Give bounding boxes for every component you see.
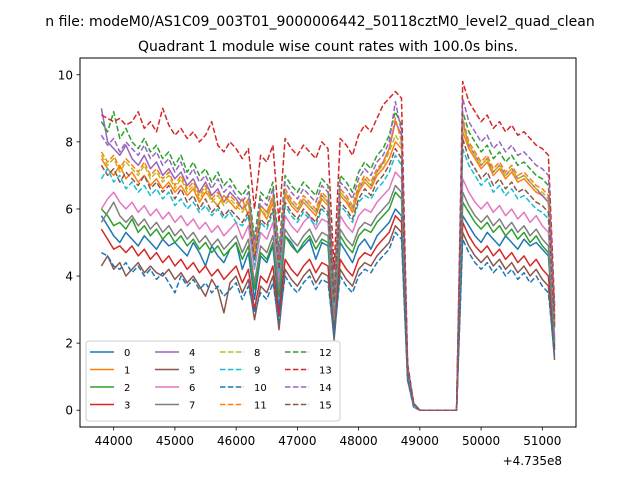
- figure-suptitle: n file: modeM0/AS1C09_003T01_9000006442_…: [45, 14, 594, 30]
- x-offset-label: +4.735e8: [503, 454, 562, 468]
- x-tick-label: 47000: [278, 434, 316, 448]
- legend-label-8: 8: [254, 348, 260, 359]
- y-axis: 0 2 4 6 8 10: [58, 68, 80, 418]
- x-tick-label: 45000: [156, 434, 194, 448]
- series-line-14: [100, 97, 556, 411]
- legend-box: [85, 340, 341, 422]
- y-tick-label: 4: [65, 270, 73, 284]
- y-tick-label: 10: [58, 68, 73, 82]
- legend-label-5: 5: [189, 366, 195, 377]
- series-line-15: [100, 137, 556, 411]
- chart-title: Quadrant 1 module wise count rates with …: [138, 39, 518, 55]
- series-line-10: [101, 231, 556, 411]
- series-line-8: [100, 124, 556, 411]
- legend-label-2: 2: [124, 383, 130, 394]
- x-tick-label: 50000: [462, 434, 500, 448]
- legend-label-1: 1: [124, 366, 130, 377]
- legend-label-15: 15: [319, 401, 332, 412]
- series-line-13: [101, 80, 556, 411]
- legend-label-10: 10: [254, 383, 267, 394]
- x-tick-label: 46000: [217, 434, 255, 448]
- plot-frame: [79, 57, 577, 428]
- x-tick-label: 49000: [401, 434, 439, 448]
- y-tick-label: 0: [65, 404, 73, 418]
- legend-label-4: 4: [189, 348, 195, 359]
- x-tick-label: 48000: [340, 434, 378, 448]
- legend-label-9: 9: [254, 366, 260, 377]
- series-line-11: [100, 117, 556, 411]
- legend-label-7: 7: [189, 401, 195, 412]
- legend-label-11: 11: [254, 401, 267, 412]
- x-tick-label: 44000: [95, 434, 133, 448]
- legend-label-0: 0: [124, 348, 130, 359]
- x-axis: 44000 45000 46000 47000 48000 49000 50000 51000: [95, 427, 561, 448]
- y-tick-label: 2: [65, 337, 73, 351]
- series-line-12: [100, 110, 556, 411]
- legend-label-6: 6: [189, 383, 195, 394]
- series-line-7: [100, 184, 556, 411]
- series-line-3: [100, 214, 556, 411]
- legend-label-14: 14: [319, 383, 332, 394]
- y-tick-label: 8: [65, 135, 73, 149]
- x-tick-label: 51000: [523, 434, 561, 448]
- series-layer: [100, 80, 556, 411]
- y-tick-label: 6: [65, 202, 73, 216]
- series-line-5: [100, 224, 556, 411]
- legend-label-3: 3: [124, 401, 130, 412]
- legend-label-13: 13: [319, 366, 332, 377]
- legend-label-12: 12: [319, 348, 332, 359]
